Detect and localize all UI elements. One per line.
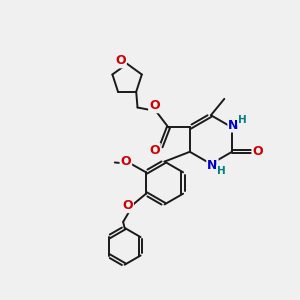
Text: O: O	[122, 199, 133, 212]
Text: O: O	[149, 99, 160, 112]
Text: N: N	[228, 118, 239, 131]
Text: H: H	[217, 166, 226, 176]
Text: O: O	[253, 145, 263, 158]
Text: O: O	[121, 155, 131, 168]
Text: O: O	[149, 144, 160, 157]
Text: O: O	[115, 54, 126, 67]
Text: N: N	[207, 159, 218, 172]
Text: H: H	[238, 115, 247, 125]
